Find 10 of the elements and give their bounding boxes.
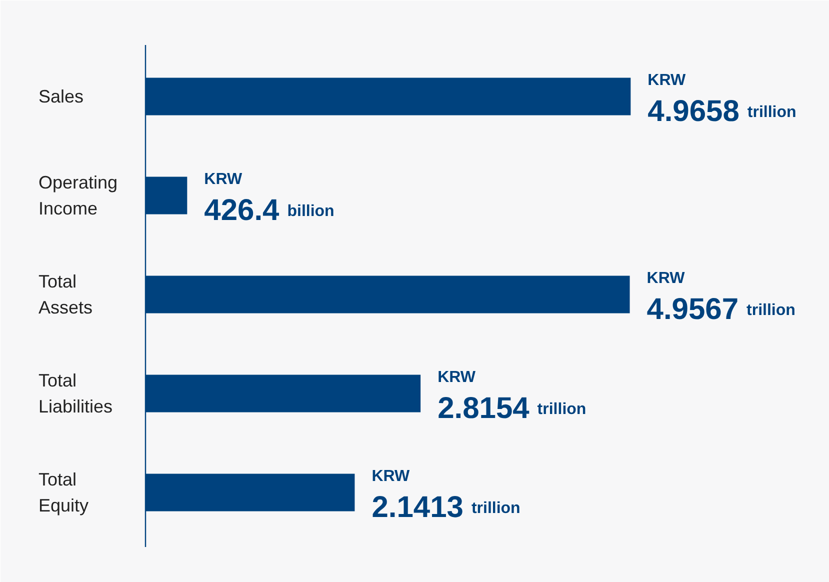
data-label: KRW 4.9658 trillion — [648, 72, 796, 128]
data-label: KRW 2.1413 trillion — [372, 468, 520, 524]
y-tick-label: Operating Income — [38, 172, 118, 218]
data-label: KRW 2.8154 trillion — [438, 369, 586, 425]
y-tick-label: Total Liabilities — [38, 370, 113, 416]
data-label: KRW 4.9567 trillion — [646, 270, 796, 326]
y-tick-label: Sales — [38, 86, 84, 106]
y-tick-label: Total Assets — [38, 272, 93, 318]
y-tick-label: Total Equity — [38, 470, 89, 516]
data-label: KRW 426.4 billion — [204, 171, 334, 227]
